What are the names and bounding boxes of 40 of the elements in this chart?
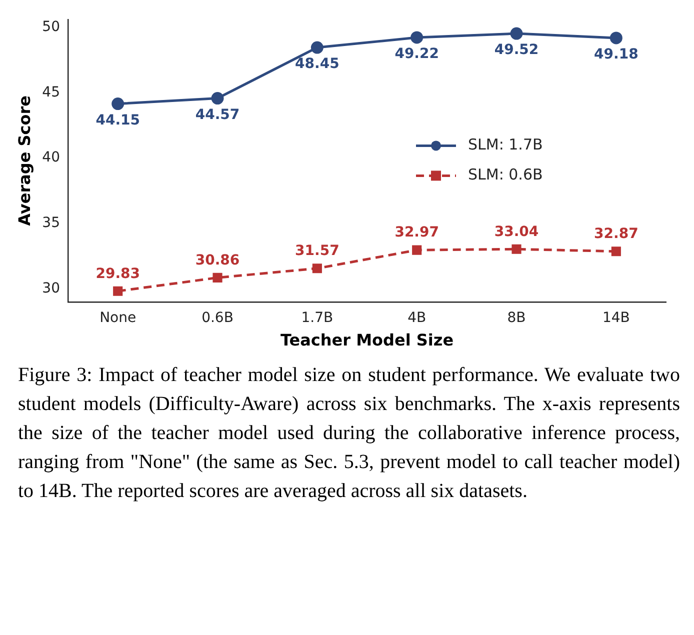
point (611, 246, 621, 256)
y-tick-label: 50 (42, 18, 60, 35)
y-tick-label: 30 (42, 280, 60, 297)
point (610, 32, 622, 44)
y-axis-title: Average Score (14, 95, 34, 226)
data-label: 44.15 (96, 112, 140, 128)
x-tick-label: None (100, 310, 136, 326)
data-label: 31.57 (295, 243, 340, 260)
point (512, 244, 522, 254)
point (412, 245, 422, 255)
data-label: 29.83 (96, 266, 140, 282)
legend-label: SLM: 0.6B (468, 166, 543, 184)
x-tick-label: 1.7B (301, 310, 334, 326)
data-label: 30.86 (195, 252, 240, 268)
data-label: 49.52 (494, 42, 539, 58)
data-label: 32.87 (594, 226, 638, 242)
data-label: 49.22 (394, 46, 439, 62)
legend-label: SLM: 1.7B (468, 136, 543, 154)
x-axis-title: Teacher Model Size (280, 330, 454, 350)
point (510, 27, 523, 40)
x-tick-label: 8B (507, 310, 526, 326)
data-label: 44.57 (195, 106, 240, 123)
point (410, 31, 424, 44)
x-tick-label: 0.6B (202, 310, 234, 326)
point (312, 264, 322, 274)
point (310, 41, 324, 54)
point (112, 98, 124, 110)
data-label: 33.04 (494, 224, 539, 240)
y-tick-label: 45 (42, 84, 60, 100)
x-tick-label: 14B (602, 310, 630, 326)
data-label: 32.97 (394, 224, 439, 241)
point (113, 286, 123, 296)
x-tick-label: 4B (408, 310, 426, 326)
y-tick-label: 35 (42, 215, 60, 232)
point (212, 272, 222, 282)
data-label: 49.18 (594, 46, 638, 63)
caption: Figure 3: Impact of teacher model size on student performance. We evaluate two student models (Difficulty-Aware) across six benchmarks. The x-axis represents the size of the teacher model used during the collaborative inference process, ranging from "None" (the same as Sec. 5.3, prevent model to call teacher model) to 14B. The reported scores are averaged across all six datasets. (17, 363, 681, 504)
data-label: 48.45 (295, 56, 340, 72)
y-tick-label: 40 (42, 150, 60, 166)
point (211, 92, 224, 105)
